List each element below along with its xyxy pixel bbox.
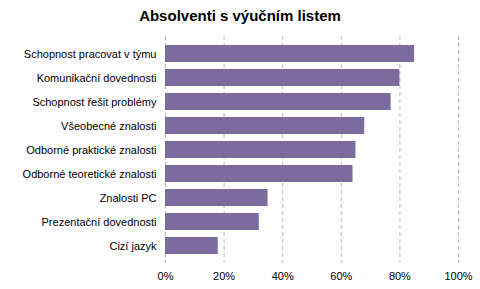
svg-text:Komunikační dovednosti: Komunikační dovednosti [37, 72, 157, 84]
svg-text:20%: 20% [213, 270, 235, 282]
svg-text:Schopnost pracovat v týmu: Schopnost pracovat v týmu [24, 48, 157, 60]
svg-text:40%: 40% [272, 270, 294, 282]
svg-text:0%: 0% [158, 270, 174, 282]
svg-text:60%: 60% [330, 270, 352, 282]
svg-text:80%: 80% [389, 270, 411, 282]
svg-text:Odborné teoretické znalosti: Odborné teoretické znalosti [23, 168, 157, 180]
svg-text:Znalosti PC: Znalosti PC [100, 192, 157, 204]
html-text:Absolventi s výučním listem: Absolventi s výučním listem [139, 7, 341, 24]
svg-text:100%: 100% [444, 270, 472, 282]
svg-text:Cizí jazyk: Cizí jazyk [109, 240, 157, 252]
svg-text:Všeobecné znalosti: Všeobecné znalosti [61, 120, 156, 132]
svg-text:Prezentační dovednosti: Prezentační dovednosti [42, 216, 157, 228]
svg-text:Schopnost řešit problémy: Schopnost řešit problémy [32, 96, 157, 108]
svg-text:Odborné praktické znalosti: Odborné praktické znalosti [26, 144, 156, 156]
